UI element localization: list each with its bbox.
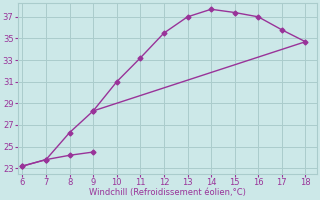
X-axis label: Windchill (Refroidissement éolien,°C): Windchill (Refroidissement éolien,°C) (89, 188, 246, 197)
